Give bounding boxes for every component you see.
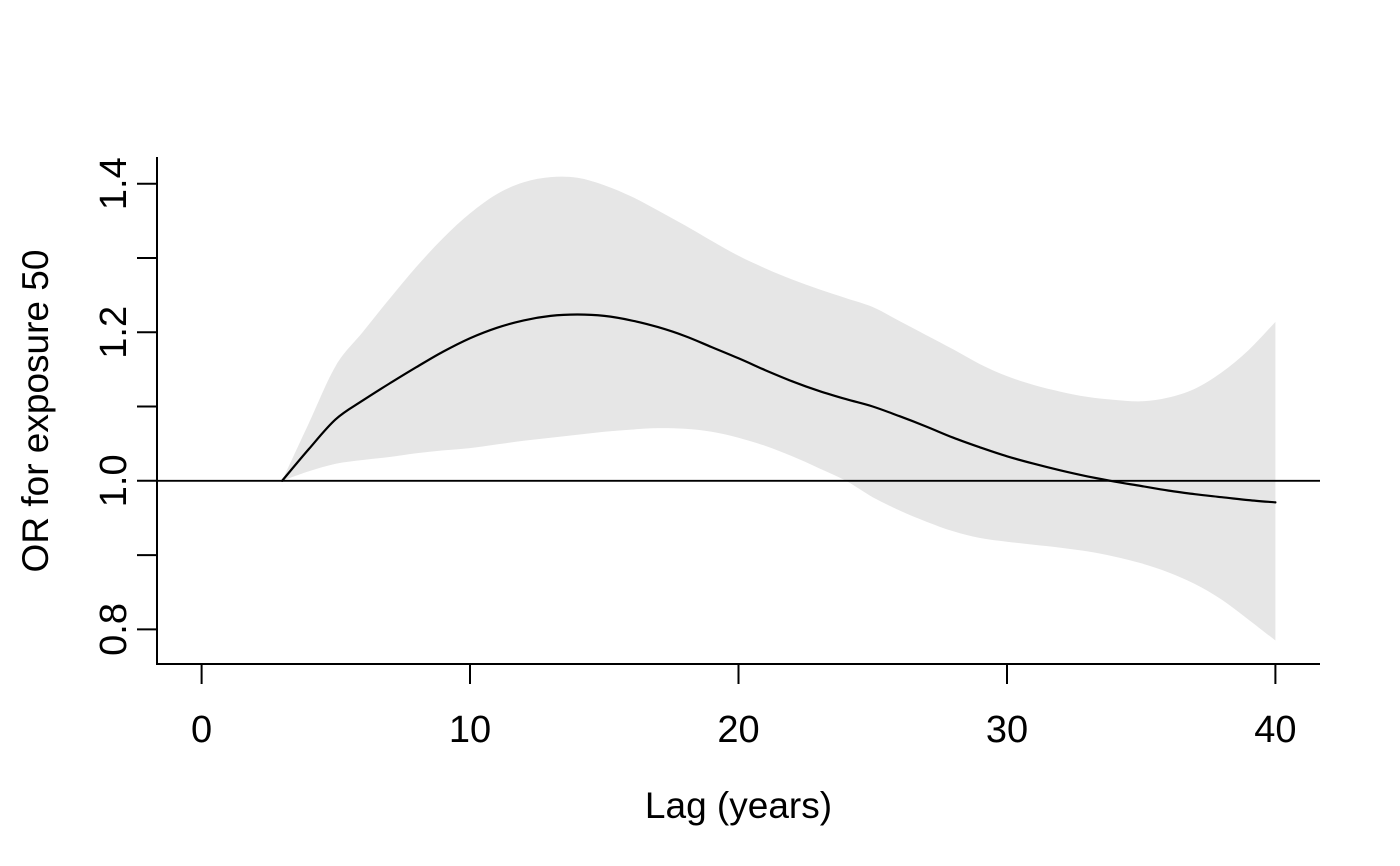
y-tick-label: 1.0 [93, 454, 135, 507]
or-curve [281, 313, 1277, 504]
y-axis-title: OR for exposure 50 [15, 250, 56, 573]
x-tick-label: 0 [191, 709, 212, 751]
y-axis: 0.8 1.0 1.2 1.4 OR for exposure 50 [15, 157, 158, 665]
x-tick-label: 40 [1254, 709, 1296, 751]
x-axis-ticks [200, 664, 1277, 684]
plot-area [157, 176, 1320, 641]
y-tick-label: 1.2 [93, 306, 135, 359]
x-axis-title: Lag (years) [645, 785, 832, 826]
y-axis-ticks [137, 182, 157, 631]
x-axis: 0 10 20 30 40 Lag (years) [156, 663, 1320, 826]
x-tick-label: 10 [449, 709, 491, 751]
confidence-band [282, 176, 1276, 641]
y-tick-label: 1.4 [93, 157, 135, 210]
y-tick-label: 0.8 [93, 603, 135, 656]
x-tick-label: 30 [986, 709, 1028, 751]
x-axis-tick-labels: 0 10 20 30 40 [191, 709, 1297, 751]
x-tick-label: 20 [717, 709, 759, 751]
y-axis-tick-labels: 0.8 1.0 1.2 1.4 [93, 157, 135, 656]
